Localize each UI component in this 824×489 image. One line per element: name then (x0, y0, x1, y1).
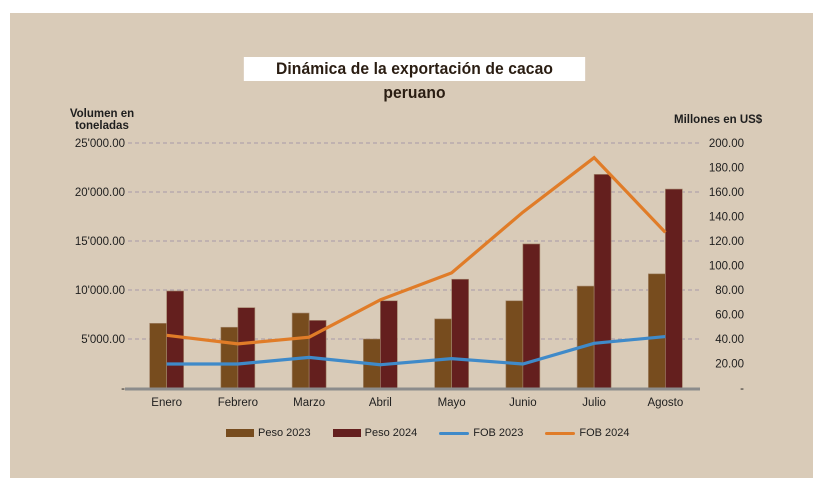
x-tick-label: Enero (151, 397, 182, 409)
legend-swatch-fob-2024 (545, 431, 576, 435)
legend-item-fob-2023: FOB 2023 (439, 427, 523, 439)
y-tick-label-right: 20.00 (715, 359, 744, 371)
legend-item-peso-2023: Peso 2023 (226, 427, 311, 439)
x-tick-label: Marzo (293, 397, 325, 409)
legend-swatch-peso-2023 (226, 429, 254, 437)
y-axis-title-left: Volumen en toneladas (69, 108, 135, 132)
y-tick-label-right: 80.00 (715, 285, 744, 297)
bar-peso-2024-abril (380, 300, 398, 389)
x-tick-label: Mayo (438, 397, 466, 409)
y-axis-title-right: Millones en US$ (674, 114, 763, 126)
y-tick-label-right: 200.00 (709, 138, 744, 150)
y-tick-label-left: 15'000.00 (75, 236, 125, 248)
bar-peso-2023-agosto (648, 273, 666, 389)
x-tick-label: Abril (369, 397, 392, 409)
x-tick-label: Agosto (647, 397, 683, 409)
bar-peso-2024-agosto (665, 188, 683, 389)
x-tick-label: Junio (509, 397, 537, 409)
bar-peso-2023-febrero (220, 326, 239, 389)
legend-swatch-fob-2023 (439, 431, 470, 435)
bar-peso-2024-enero (166, 290, 184, 389)
line-fob-2024 (166, 155, 667, 346)
legend-label: FOB 2023 (473, 427, 524, 439)
bar-peso-2024-mayo (451, 278, 469, 389)
legend-item-fob-2024: FOB 2024 (545, 427, 630, 439)
line-fob-2023 (166, 334, 666, 367)
x-tick-label: Julio (582, 397, 606, 409)
y-tick-label-left: 20'000.00 (75, 187, 125, 199)
y-tick-label-right: 60.00 (715, 310, 744, 322)
y-tick-label-right: 180.00 (709, 163, 744, 175)
bar-peso-2023-junio (505, 300, 524, 389)
bar-peso-2024-febrero (237, 307, 256, 389)
bar-peso-2023-enero (149, 323, 167, 389)
bar-peso-2023-mayo (434, 318, 452, 389)
chart-title: Dinámica de la exportación de cacao peru… (243, 57, 586, 102)
y-tick-label-left: - (121, 383, 125, 395)
bar-peso-2023-marzo (291, 312, 310, 389)
x-tick-label: Febrero (218, 397, 258, 409)
y-tick-label-right: 160.00 (709, 187, 744, 199)
y-tick-label-left: 25'000.00 (75, 138, 125, 150)
bar-peso-2023-julio (576, 285, 595, 389)
bar-peso-2024-junio (522, 243, 541, 389)
y-tick-label-right: 120.00 (709, 236, 744, 248)
legend-label: Peso 2023 (258, 427, 311, 439)
y-tick-label-left: 5'000.00 (81, 334, 125, 346)
y-tick-label-left: 10'000.00 (75, 285, 125, 297)
legend-swatch-peso-2024 (332, 429, 361, 437)
y-tick-label-right: - (740, 383, 744, 395)
bar-peso-2024-julio (593, 174, 612, 389)
y-tick-label-right: 40.00 (715, 334, 744, 346)
legend: Peso 2023 Peso 2024 FOB 2023 FOB 2024 (226, 425, 652, 441)
y-tick-label-right: 100.00 (709, 261, 744, 273)
legend-label: FOB 2024 (579, 427, 630, 439)
legend-label: Peso 2024 (364, 427, 418, 439)
legend-item-peso-2024: Peso 2024 (332, 427, 418, 439)
y-tick-label-right: 140.00 (709, 212, 744, 224)
